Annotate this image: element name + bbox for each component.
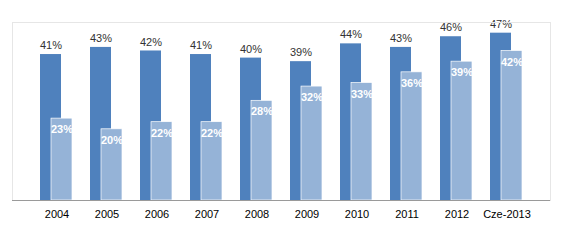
svg-text:41%: 41% xyxy=(190,39,212,51)
svg-text:2008: 2008 xyxy=(245,208,269,220)
svg-text:Cze-2013: Cze-2013 xyxy=(483,208,531,220)
svg-text:44%: 44% xyxy=(340,28,362,40)
svg-text:46%: 46% xyxy=(440,21,462,33)
svg-text:42%: 42% xyxy=(140,36,162,48)
svg-text:42%: 42% xyxy=(501,56,523,68)
svg-text:2007: 2007 xyxy=(195,208,219,220)
svg-text:36%: 36% xyxy=(401,77,423,89)
svg-text:32%: 32% xyxy=(301,91,323,103)
svg-text:47%: 47% xyxy=(490,18,512,30)
svg-text:2006: 2006 xyxy=(145,208,169,220)
svg-text:22%: 22% xyxy=(151,127,173,139)
svg-text:41%: 41% xyxy=(40,39,62,51)
svg-text:2009: 2009 xyxy=(295,208,319,220)
svg-text:43%: 43% xyxy=(390,32,412,44)
svg-text:2005: 2005 xyxy=(95,208,119,220)
svg-text:39%: 39% xyxy=(290,46,312,58)
svg-text:23%: 23% xyxy=(51,123,73,135)
svg-text:2011: 2011 xyxy=(395,208,419,220)
svg-text:40%: 40% xyxy=(240,43,262,55)
svg-text:33%: 33% xyxy=(351,88,373,100)
svg-text:22%: 22% xyxy=(201,127,223,139)
svg-text:2004: 2004 xyxy=(45,208,69,220)
svg-text:39%: 39% xyxy=(451,66,473,78)
svg-text:20%: 20% xyxy=(101,134,123,146)
svg-text:28%: 28% xyxy=(251,105,273,117)
svg-text:2010: 2010 xyxy=(345,208,369,220)
svg-text:43%: 43% xyxy=(90,32,112,44)
svg-text:2012: 2012 xyxy=(445,208,469,220)
